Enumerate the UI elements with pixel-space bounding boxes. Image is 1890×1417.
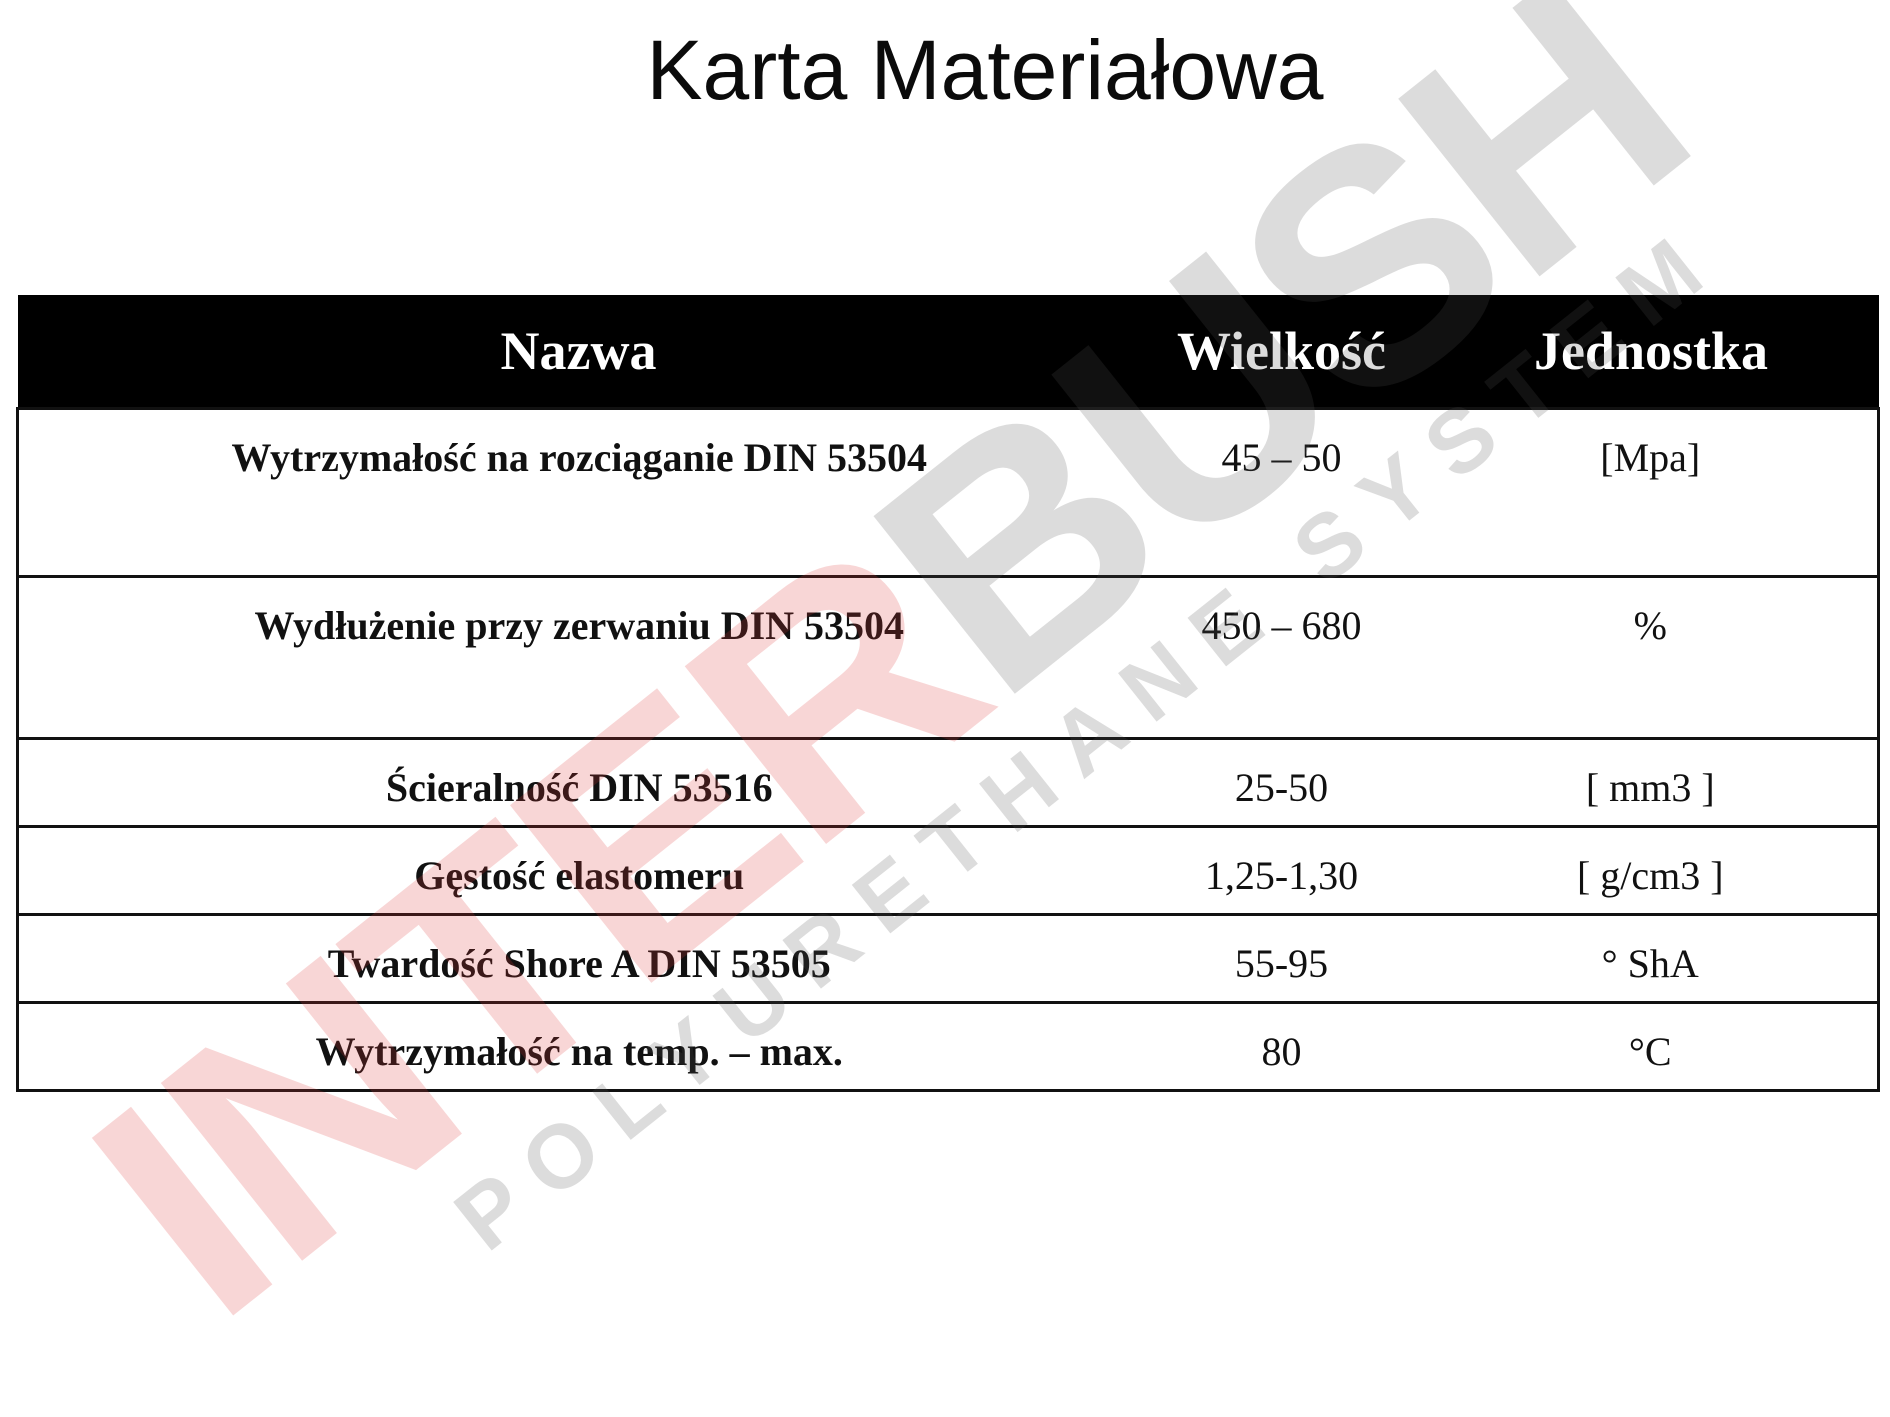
row-value: 1,25-1,30 [1139,825,1424,916]
row-name: Wytrzymałość na rozciąganie DIN 53504 [16,407,1140,578]
row-value: 45 – 50 [1139,407,1424,578]
table-row: Twardość Shore A DIN 53505 55-95 ° ShA [16,913,1880,1004]
row-value: 25-50 [1139,737,1424,828]
table-row: Wytrzymałość na temp. – max. 80 °C [16,1001,1880,1092]
row-value: 450 – 680 [1139,575,1424,740]
row-unit: [ g/cm3 ] [1423,825,1880,916]
row-name: Gęstość elastomeru [16,825,1140,916]
row-name: Ścieralność DIN 53516 [16,737,1140,828]
row-value: 80 [1139,1001,1424,1092]
row-unit: ° ShA [1423,913,1880,1004]
page-title: Karta Materiałowa [646,23,1324,117]
table-row: Ścieralność DIN 53516 25-50 [ mm3 ] [16,737,1880,828]
header-name: Nazwa [17,295,1140,409]
row-unit: °C [1423,1001,1880,1092]
row-name: Wytrzymałość na temp. – max. [16,1001,1140,1092]
row-unit: [Mpa] [1423,407,1880,578]
table-row: Gęstość elastomeru 1,25-1,30 [ g/cm3 ] [16,825,1880,916]
header-value: Wielkość [1139,295,1424,409]
row-unit: [ mm3 ] [1423,737,1880,828]
material-table: Nazwa Wielkość Jednostka Wytrzymałość na… [16,295,1880,1092]
header-unit: Jednostka [1423,295,1879,409]
row-unit: % [1423,575,1880,740]
table-row: Wytrzymałość na rozciąganie DIN 53504 45… [16,407,1880,578]
table-row: Wydłużenie przy zerwaniu DIN 53504 450 –… [16,575,1880,740]
row-value: 55-95 [1139,913,1424,1004]
table-header: Nazwa Wielkość Jednostka [17,295,1879,409]
row-name: Wydłużenie przy zerwaniu DIN 53504 [16,575,1140,740]
row-name: Twardość Shore A DIN 53505 [16,913,1140,1004]
